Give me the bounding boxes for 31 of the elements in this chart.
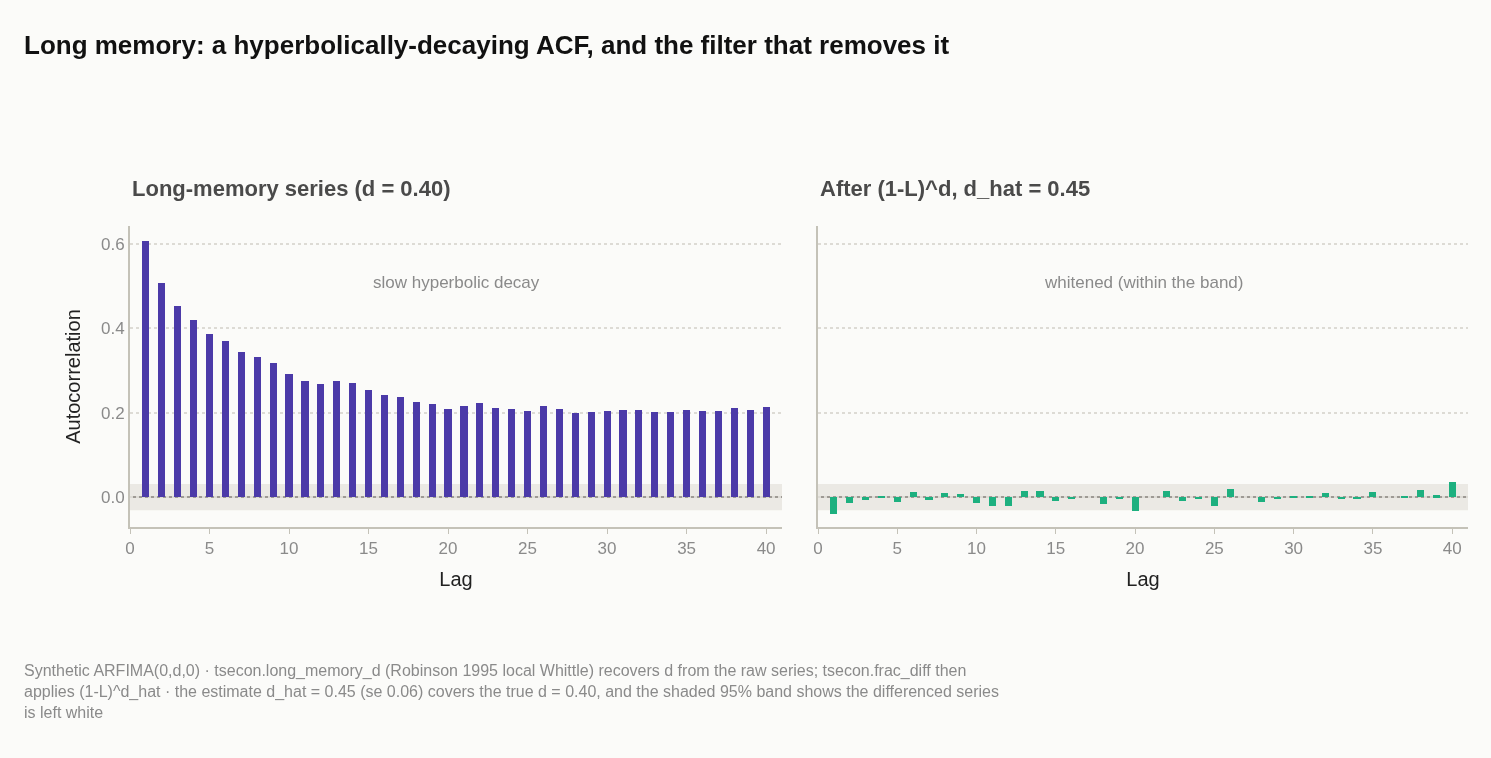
x-tick-label: 40: [1442, 539, 1462, 559]
text: Long memory: a hyperbolically-decaying ACF, and the filter that removes it: [24, 30, 950, 60]
x-tick-label: 20: [438, 539, 458, 559]
x-tick-label: 35: [1363, 539, 1383, 559]
x-tick-label: 25: [1204, 539, 1224, 559]
y-tick-label: 0.0: [100, 488, 125, 508]
annotation: whitened (within the band): [1044, 273, 1244, 292]
annotation: slow hyperbolic decay: [373, 273, 540, 292]
x-tick-label: 25: [518, 539, 538, 559]
y-axis-title: Autocorrelation: [61, 309, 84, 444]
x-tick-label: 15: [1046, 539, 1066, 559]
x-tick-label: 30: [1284, 539, 1304, 559]
x-tick-label: 0: [813, 539, 823, 559]
x-tick-label: 35: [677, 539, 697, 559]
chart-title: After (1-L)^d, d_hat = 0.45: [820, 176, 1091, 201]
y-tick-label: 0.2: [100, 403, 125, 423]
x-tick-label: 10: [967, 539, 986, 559]
x-tick-label: 30: [597, 539, 617, 559]
x-tick-label: 5: [204, 539, 215, 559]
y-tick-label: 0.4: [100, 319, 125, 339]
x-tick-label: 0: [125, 539, 135, 559]
text: Synthetic ARFIMA(0,d,0) · tsecon.long_memory_d (Robinson 1995 local Whittle) recovers d from the raw series; tsecon.frac_diff then applies (1-L)^d_hat · the estimate d_hat = 0.45 (se 0.06) covers the true d = 0.40, and the shaded 95% band shows the differenced series is left white: [24, 662, 999, 721]
x-tick-label: 15: [359, 539, 378, 559]
x-tick-label: 5: [892, 539, 902, 559]
y-tick-label: 0.6: [100, 235, 125, 255]
x-axis-title: Lag: [439, 568, 473, 591]
x-tick-label: 10: [279, 539, 299, 559]
x-tick-label: 40: [756, 539, 776, 559]
x-tick-label: 20: [1125, 539, 1145, 559]
chart-title: Long-memory series (d = 0.40): [132, 176, 451, 201]
x-axis-title: Lag: [1126, 568, 1160, 591]
